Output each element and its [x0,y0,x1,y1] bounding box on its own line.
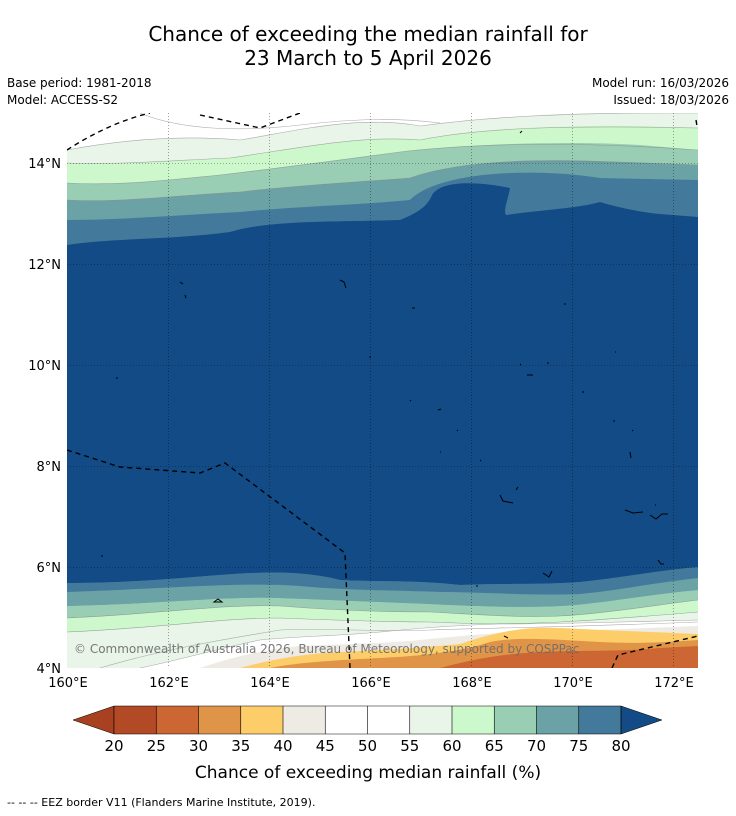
colorbar-swatch-50-55 [367,706,410,734]
colorbar-tick-35: 35 [231,737,250,755]
lon-label-170e: 170°E [553,676,593,691]
colorbar-swatch-65-70 [494,706,537,734]
colorbar: 20 25 30 35 40 45 50 55 60 65 70 75 80 C… [72,705,663,783]
colorbar-tick-55: 55 [400,737,419,755]
colorbar-label: Chance of exceeding median rainfall (%) [195,763,541,783]
rainfall-map: © Commonwealth of Australia 2026, Bureau… [28,113,698,783]
band-75-80-bottom [67,567,698,595]
chart-title: Chance of exceeding the median rainfall … [0,22,736,70]
colorbar-tick-45: 45 [316,737,335,755]
eez-legend: -- -- -- EEZ border V11 (Flanders Marine… [7,796,316,809]
lat-label-12n: 12°N [28,258,61,273]
lat-label-10n: 10°N [28,359,61,374]
colorbar-swatch-60-65 [452,706,495,734]
colorbar-ticks: 20 25 30 35 40 45 50 55 60 65 70 75 80 [104,737,630,755]
colorbar-swatch-35-40 [240,706,283,734]
lat-label-8n: 8°N [37,460,62,475]
lon-label-164e: 164°E [250,676,290,691]
colorbar-arrow-low [72,705,115,735]
colorbar-tick-60: 60 [442,737,461,755]
colorbar-swatch-25-30 [156,706,199,734]
lon-label-160e: 160°E [48,676,88,691]
graticule [67,113,698,668]
title-line-1: Chance of exceeding the median rainfall … [148,22,588,46]
model-name: Model: ACCESS-S2 [7,93,119,107]
lat-label-6n: 6°N [37,561,62,576]
lon-label-172e: 172°E [654,676,694,691]
islands [101,130,668,639]
lon-label-166e: 166°E [351,676,391,691]
colorbar-tick-40: 40 [273,737,292,755]
colorbar-arrow-high [620,705,663,735]
colorbar-tick-75: 75 [569,737,588,755]
band-65-70-bottom [67,590,698,618]
lon-labels: 160°E 162°E 164°E 166°E 168°E 170°E 172°… [48,676,694,691]
colorbar-swatch-40-45 [283,706,326,734]
meta-right: Model run: 16/03/2026 Issued: 18/03/2026 [592,75,729,109]
contour-lines [67,113,698,668]
title-line-2: 23 March to 5 April 2026 [244,46,492,70]
eez-borders [67,113,698,668]
base-period: Base period: 1981-2018 [7,76,152,90]
colorbar-dividers [113,705,622,735]
colorbar-tick-65: 65 [485,737,504,755]
colorbar-swatch-20-25 [114,706,157,734]
colorbar-swatch-70-75 [536,706,579,734]
colorbar-tick-20: 20 [104,737,123,755]
copyright-text: © Commonwealth of Australia 2026, Bureau… [74,642,579,656]
band-60-65-bottom [67,600,698,632]
colorbar-swatch-30-35 [198,706,241,734]
colorbar-swatch-55-60 [409,706,452,734]
colorbar-swatch-45-50 [325,706,368,734]
colorbar-tick-25: 25 [147,737,166,755]
model-run: Model run: 16/03/2026 [591,76,729,90]
lat-label-4n: 4°N [37,662,62,677]
colorbar-tick-70: 70 [527,737,546,755]
issued-date: Issued: 18/03/2026 [613,93,729,107]
lon-label-162e: 162°E [149,676,189,691]
meta-left: Base period: 1981-2018 Model: ACCESS-S2 [7,75,152,109]
colorbar-tick-30: 30 [189,737,208,755]
lon-label-168e: 168°E [452,676,492,691]
map-area [67,113,698,668]
band-above-80 [67,183,698,585]
lat-labels: 14°N 12°N 10°N 8°N 6°N 4°N [28,157,61,677]
colorbar-tick-80: 80 [611,737,630,755]
lat-label-14n: 14°N [28,157,61,172]
band-70-75-bottom [67,578,698,607]
colorbar-swatch-75-80 [578,706,621,734]
colorbar-tick-50: 50 [358,737,377,755]
